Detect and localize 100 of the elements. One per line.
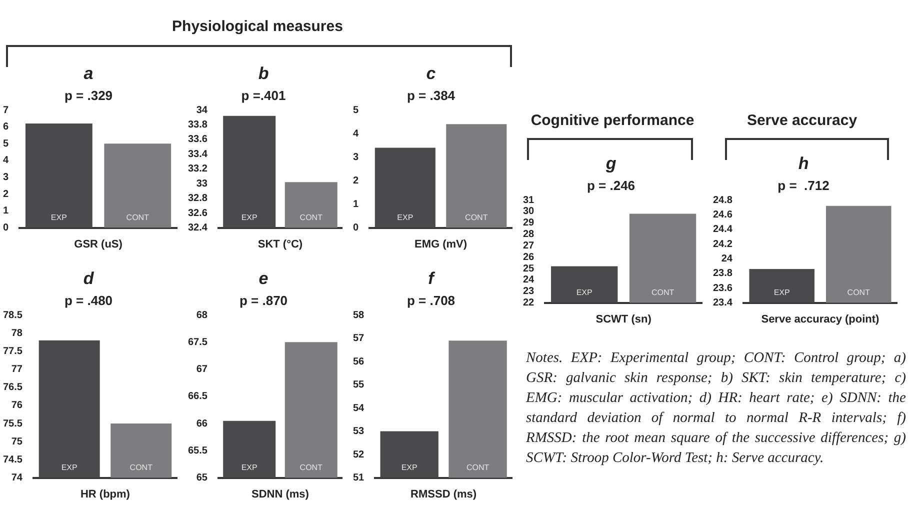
x-tick-label: EXP xyxy=(576,288,592,298)
y-tick-label: 24 xyxy=(523,274,535,286)
x-axis-title: RMSSD (ms) xyxy=(410,488,477,500)
y-tick-label: 4 xyxy=(353,128,359,140)
y-tick-label: 67.5 xyxy=(188,336,208,348)
y-tick-label: 29 xyxy=(523,218,535,229)
y-tick-label: 1 xyxy=(3,206,9,217)
y-tick-label: 65.5 xyxy=(188,445,208,456)
y-tick-label: 6 xyxy=(3,122,9,133)
y-tick-label: 56 xyxy=(353,356,365,368)
y-tick-label: 7 xyxy=(3,104,9,116)
y-tick-label: 23.8 xyxy=(712,268,733,280)
y-tick-label: 77.5 xyxy=(2,346,23,357)
y-tick-label: 30 xyxy=(523,206,535,218)
y-tick-label: 25 xyxy=(523,263,535,274)
y-tick-label: 75 xyxy=(11,436,23,448)
y-tick-label: 33.4 xyxy=(188,148,208,160)
chart-title: f xyxy=(428,268,436,288)
chart-title: c xyxy=(426,64,436,83)
x-tick-label: CONT xyxy=(651,288,674,298)
y-tick-label: 74 xyxy=(11,472,23,484)
y-tick-label: 33.2 xyxy=(188,164,208,175)
y-tick-label: 33.8 xyxy=(188,119,208,130)
x-tick-label: CONT xyxy=(126,213,150,222)
chart-subtitle: p = .870 xyxy=(239,292,288,308)
y-tick-label: 66 xyxy=(196,418,208,430)
x-tick-label: EXP xyxy=(241,213,258,222)
y-tick-label: 32.8 xyxy=(188,193,208,204)
x-axis-title: SCWT (sn) xyxy=(596,313,652,326)
y-tick-label: 28 xyxy=(523,229,535,240)
y-tick-label: 4 xyxy=(3,155,9,166)
y-tick-label: 26 xyxy=(523,252,535,263)
y-tick-label: 33.6 xyxy=(188,134,208,146)
chart-subtitle: p = .329 xyxy=(64,88,113,103)
x-tick-label: EXP xyxy=(50,213,67,222)
y-tick-label: 76 xyxy=(11,400,23,412)
x-tick-label: CONT xyxy=(130,463,153,472)
y-tick-label: 27 xyxy=(523,240,535,252)
y-tick-label: 33 xyxy=(196,178,208,190)
x-tick-label: EXP xyxy=(397,213,414,222)
x-axis-title: EMG (mV) xyxy=(414,238,468,250)
y-tick-label: 2 xyxy=(353,175,359,186)
x-axis-title: SDNN (ms) xyxy=(252,488,310,500)
y-tick-label: 24.8 xyxy=(712,194,733,206)
chart-title: d xyxy=(83,268,94,288)
chart-subtitle: p = .384 xyxy=(406,88,456,103)
y-tick-label: 3 xyxy=(353,152,359,163)
y-tick-label: 76.5 xyxy=(2,382,23,394)
chart-subtitle: p =.401 xyxy=(241,88,286,103)
y-tick-label: 55 xyxy=(353,380,365,391)
x-tick-label: CONT xyxy=(300,213,323,222)
chart-title: a xyxy=(84,64,94,83)
chart-title: h xyxy=(798,154,809,173)
x-tick-label: CONT xyxy=(465,213,488,222)
y-tick-label: 34 xyxy=(196,104,208,116)
x-tick-label: EXP xyxy=(401,463,418,472)
y-tick-label: 54 xyxy=(353,402,365,414)
y-tick-label: 32.4 xyxy=(188,222,208,234)
chart-subtitle: p = .480 xyxy=(64,292,113,308)
y-tick-label: 58 xyxy=(353,310,365,321)
y-tick-label: 68 xyxy=(196,310,208,321)
y-tick-label: 2 xyxy=(3,188,9,200)
y-tick-label: 53 xyxy=(353,426,365,438)
x-tick-label: EXP xyxy=(774,288,790,298)
y-tick-label: 5 xyxy=(3,138,9,150)
y-tick-label: 67 xyxy=(196,364,208,376)
chart-title: e xyxy=(258,268,268,288)
y-tick-label: 31 xyxy=(523,194,535,206)
y-tick-label: 0 xyxy=(353,222,359,234)
y-tick-label: 24.6 xyxy=(712,209,733,220)
y-tick-label: 78 xyxy=(11,328,23,339)
x-axis-title: SKT (°C) xyxy=(258,238,303,250)
y-tick-label: 5 xyxy=(353,104,359,116)
x-axis-title: HR (bpm) xyxy=(80,488,130,500)
y-tick-label: 3 xyxy=(3,172,9,184)
chart-subtitle: p = .708 xyxy=(406,292,456,308)
y-tick-label: 22 xyxy=(523,298,535,309)
y-tick-label: 65 xyxy=(196,472,208,484)
y-tick-label: 1 xyxy=(353,198,359,210)
x-axis-title: GSR (uS) xyxy=(74,238,123,250)
y-tick-label: 23.6 xyxy=(712,282,733,294)
y-tick-label: 24.4 xyxy=(712,224,733,236)
chart-title: g xyxy=(604,154,617,173)
y-tick-label: 23 xyxy=(523,286,535,298)
y-tick-label: 77 xyxy=(11,364,23,376)
x-axis-title: Serve accuracy (point) xyxy=(761,313,880,326)
y-tick-label: 24.2 xyxy=(712,238,733,250)
x-tick-label: EXP xyxy=(241,463,258,472)
text: Physiological measures xyxy=(171,18,344,35)
chart-subtitle: p = .246 xyxy=(586,178,636,193)
y-tick-label: 74.5 xyxy=(2,454,23,466)
y-tick-label: 23.4 xyxy=(712,298,733,309)
y-tick-label: 52 xyxy=(353,449,365,460)
x-tick-label: EXP xyxy=(61,463,78,472)
y-tick-label: 51 xyxy=(353,472,365,484)
x-tick-label: CONT xyxy=(847,288,870,298)
x-tick-label: CONT xyxy=(466,463,490,472)
y-tick-label: 0 xyxy=(3,222,9,234)
y-tick-label: 66.5 xyxy=(188,391,208,402)
y-tick-label: 57 xyxy=(353,333,365,344)
